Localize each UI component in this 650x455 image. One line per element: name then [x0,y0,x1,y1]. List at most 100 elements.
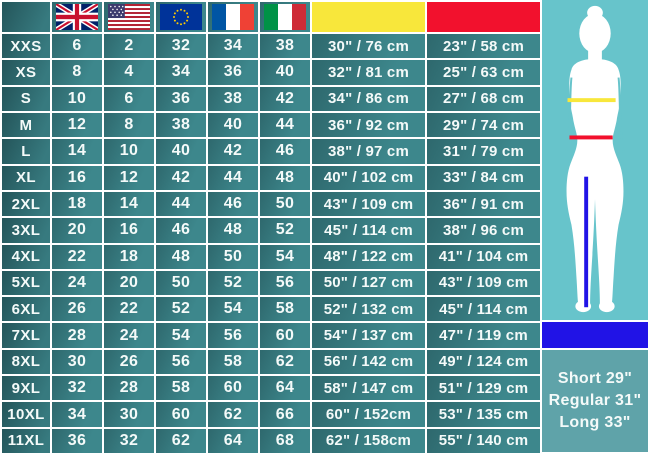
leg-length-short: Short 29" [557,370,633,387]
chest-measurement-cell: 32" / 81 cm [312,60,425,85]
france-size-cell: 56 [208,323,258,348]
waist-measure-swatch [427,2,540,32]
chest-measurement-cell: 62" / 158cm [312,428,425,453]
uk-size-cell: 8 [52,60,102,85]
column-header-us [104,2,154,32]
us-size-cell: 2 [104,34,154,59]
eu-size-cell: 46 [156,218,206,243]
size-label-cell: 2XL [2,191,50,217]
us-size-cell: 12 [104,165,154,190]
uk-size-cell: 20 [52,218,102,243]
table-row: L 14 10 40 42 46 38" / 97 cm 31" / 79 cm [2,139,540,164]
column-header-eu [156,2,206,32]
france-size-cell: 60 [208,376,258,401]
france-size-cell: 50 [208,244,258,269]
uk-size-cell: 22 [52,244,102,269]
waist-measurement-cell: 29" / 74 cm [427,112,540,138]
uk-size-cell: 16 [52,165,102,190]
chest-measurement-cell: 60" / 152cm [312,402,425,427]
size-label-cell: M [2,112,50,138]
waist-measurement-cell: 45" / 114 cm [427,297,540,322]
us-size-cell: 22 [104,297,154,322]
size-label-cell: 4XL [2,244,50,269]
italy-size-cell: 56 [260,270,310,296]
head [579,13,611,54]
us-size-cell: 32 [104,428,154,453]
france-size-cell: 54 [208,297,258,322]
uk-size-cell: 10 [52,86,102,111]
us-size-cell: 30 [104,402,154,427]
france-size-cell: 58 [208,349,258,375]
table-row: 4XL 22 18 48 50 54 48" / 122 cm 41" / 104 cm [2,244,540,269]
corner-cell [2,2,50,32]
italy-size-cell: 62 [260,349,310,375]
figure-area [542,0,648,320]
table-row: 2XL 18 14 44 46 50 43" / 109 cm 36" / 91 cm [2,191,540,217]
chest-measurement-cell: 48" / 122 cm [312,244,425,269]
uk-size-cell: 36 [52,428,102,453]
waist-measurement-cell: 33" / 84 cm [427,165,540,190]
column-header-italy [260,2,310,32]
uk-size-cell: 18 [52,191,102,217]
italy-size-cell: 40 [260,60,310,85]
italy-size-cell: 60 [260,323,310,348]
us-size-cell: 4 [104,60,154,85]
italy-size-cell: 48 [260,165,310,190]
france-size-cell: 36 [208,60,258,85]
italy-size-cell: 66 [260,402,310,427]
size-label-cell: 6XL [2,297,50,322]
chest-measurement-cell: 45" / 114 cm [312,218,425,243]
flag-eu-icon [160,4,202,30]
france-size-cell: 40 [208,112,258,138]
chest-measurement-cell: 58" / 147 cm [312,376,425,401]
eu-size-cell: 34 [156,60,206,85]
size-label-cell: 8XL [2,349,50,375]
chest-measurement-cell: 50" / 127 cm [312,270,425,296]
size-label-cell: 3XL [2,218,50,243]
leg-length-long: Long 33" [559,414,631,431]
size-label-cell: XL [2,165,50,190]
france-size-cell: 42 [208,139,258,164]
size-label-cell: 10XL [2,402,50,427]
france-size-cell: 64 [208,428,258,453]
france-size-cell: 34 [208,34,258,59]
waist-line-red-icon [569,135,613,140]
france-size-cell: 44 [208,165,258,190]
table-row: XS 8 4 34 36 40 32" / 81 cm 25" / 63 cm [2,60,540,85]
table-row: 7XL 28 24 54 56 60 54" / 137 cm 47" / 119 cm [2,323,540,348]
france-size-cell: 38 [208,86,258,111]
eu-size-cell: 44 [156,191,206,217]
left-arm-contour [565,77,573,153]
table-row: 9XL 32 28 58 60 64 58" / 147 cm 51" / 129 cm [2,376,540,401]
us-size-cell: 14 [104,191,154,217]
size-label-cell: 11XL [2,428,50,453]
flag-france-icon [212,4,254,30]
flag-uk-icon [56,4,98,30]
eu-size-cell: 52 [156,297,206,322]
italy-size-cell: 68 [260,428,310,453]
flag-italy-icon [264,4,306,30]
italy-size-cell: 46 [260,139,310,164]
chest-measurement-cell: 38" / 97 cm [312,139,425,164]
table-row: 11XL 36 32 62 64 68 62" / 158cm 55" / 140 cm [2,428,540,453]
chest-measurement-cell: 56" / 142 cm [312,349,425,375]
italy-size-cell: 64 [260,376,310,401]
us-size-cell: 26 [104,349,154,375]
us-size-cell: 24 [104,323,154,348]
right-arm-contour [617,77,625,153]
eu-size-cell: 42 [156,165,206,190]
us-size-cell: 10 [104,139,154,164]
waist-measurement-cell: 51" / 129 cm [427,376,540,401]
uk-size-cell: 24 [52,270,102,296]
chest-measurement-cell: 30" / 76 cm [312,34,425,59]
italy-size-cell: 38 [260,34,310,59]
waist-measurement-cell: 25" / 63 cm [427,60,540,85]
uk-size-cell: 34 [52,402,102,427]
leg-length-regular: Regular 31" [548,392,642,409]
chest-measurement-cell: 54" / 137 cm [312,323,425,348]
france-size-cell: 52 [208,270,258,296]
eu-size-cell: 32 [156,34,206,59]
table-row: 8XL 30 26 56 58 62 56" / 142 cm 49" / 124 cm [2,349,540,375]
italy-size-cell: 58 [260,297,310,322]
